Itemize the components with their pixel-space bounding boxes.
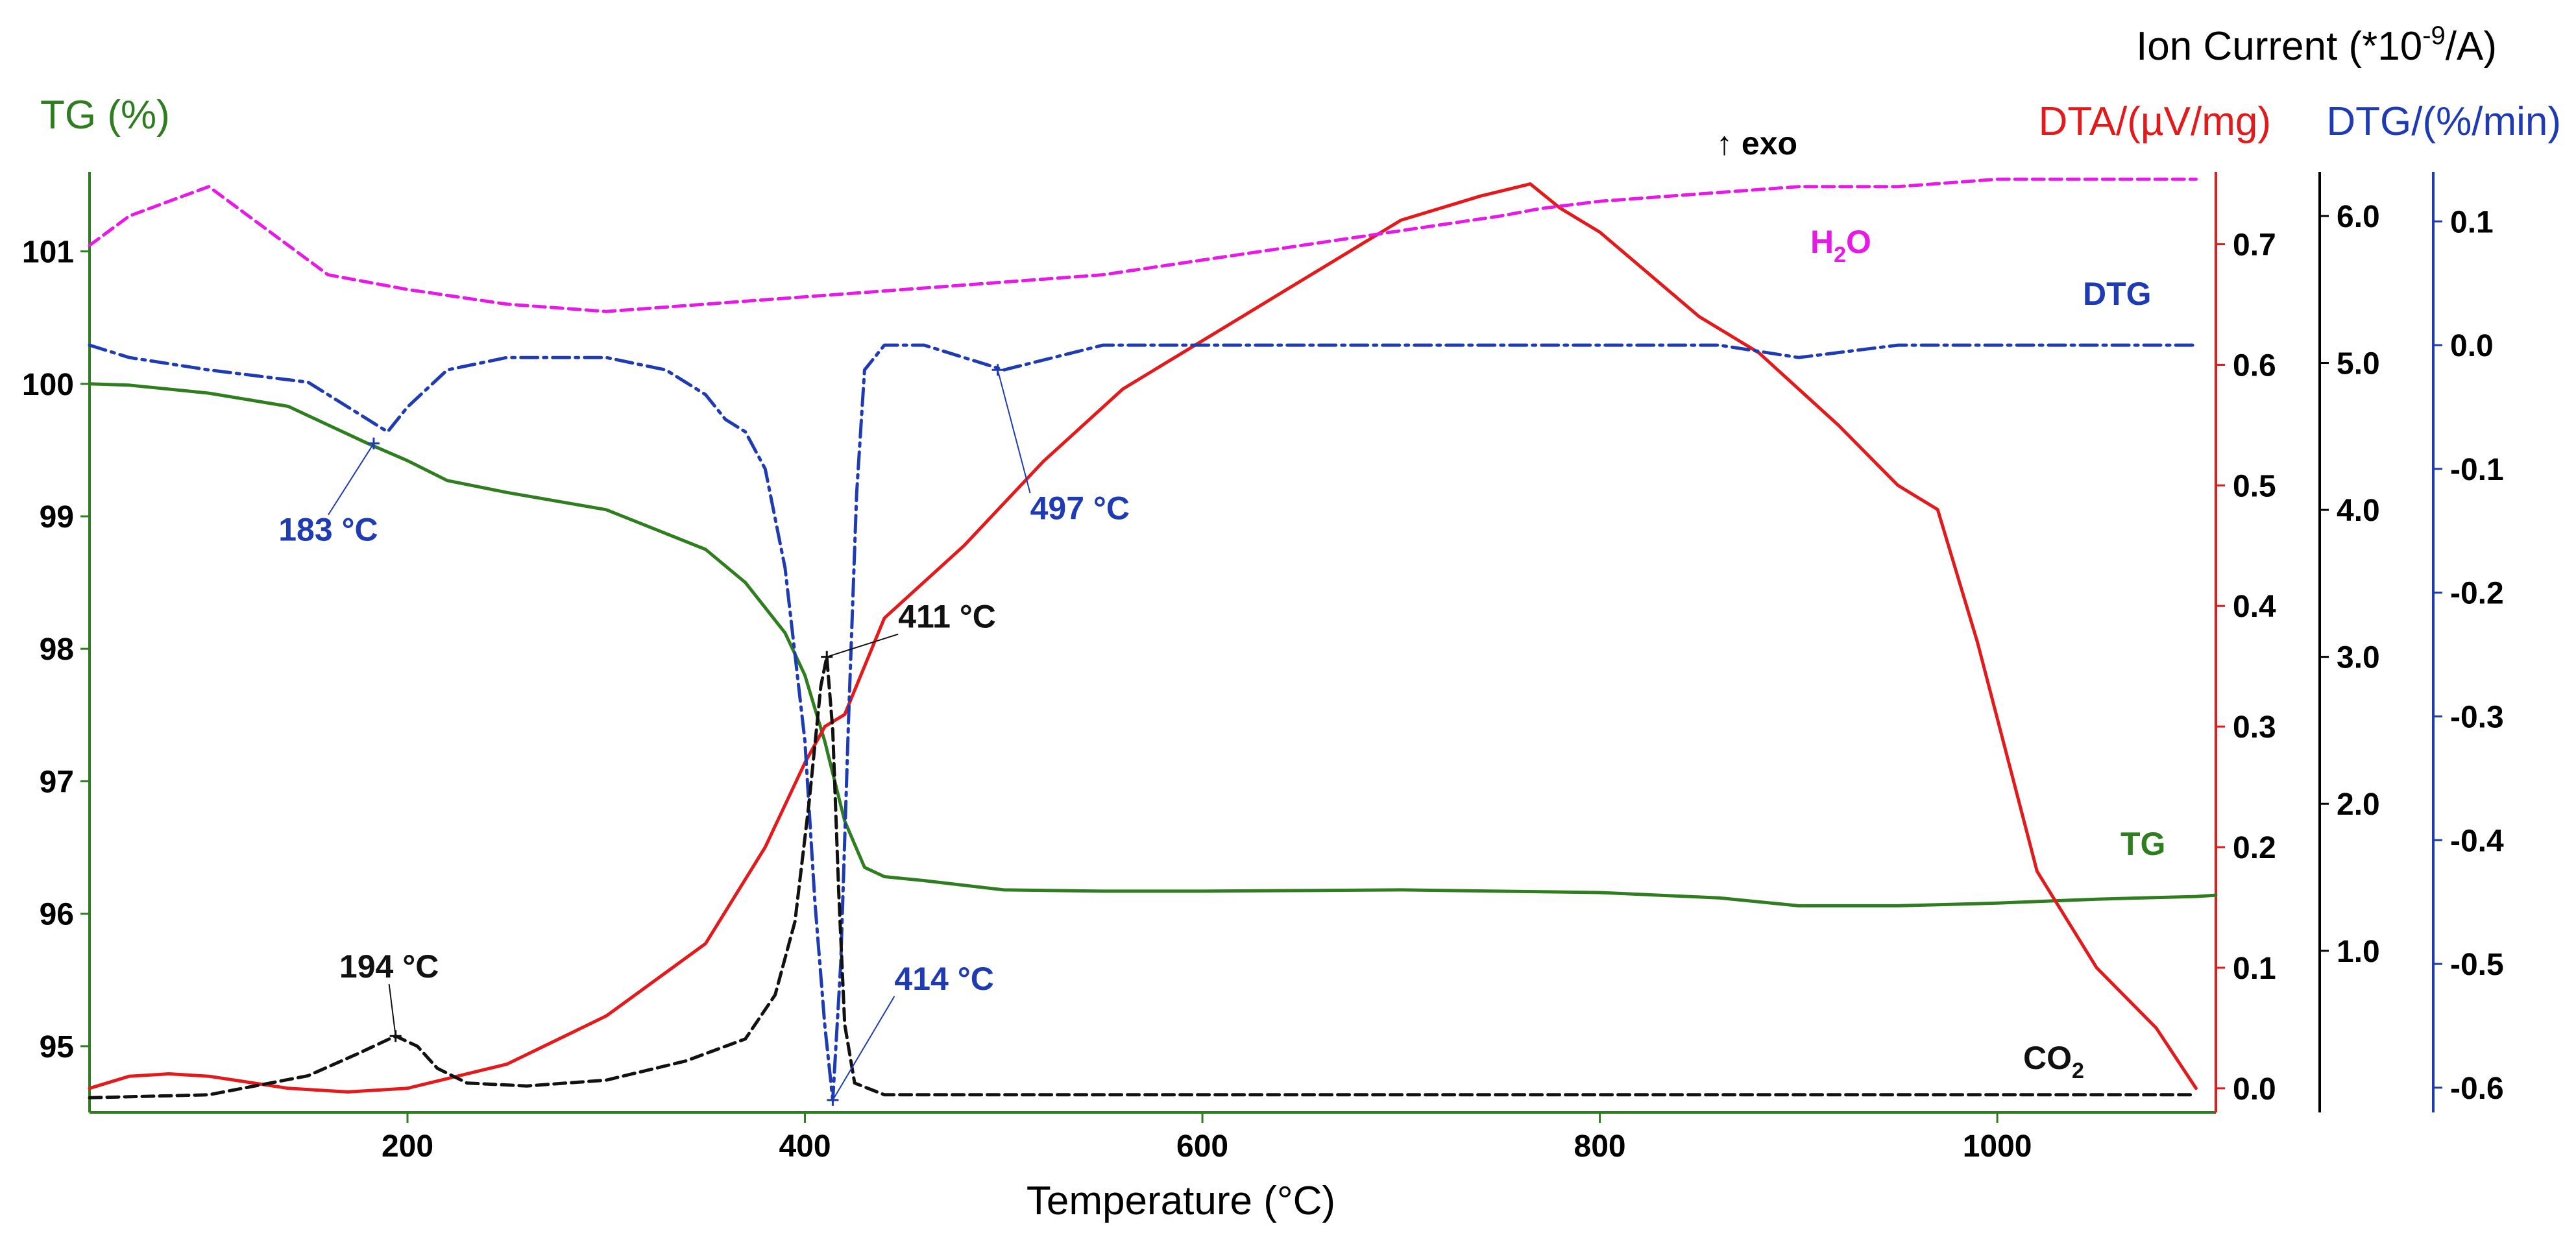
ion-tick-label: 5.0 [2337, 347, 2380, 381]
dtg-tick-label: -0.4 [2450, 824, 2504, 858]
ion-axis-title: Ion Current (*10-9/A) [2136, 21, 2497, 69]
dta-tick-label: 0.0 [2233, 1072, 2276, 1107]
h2o-label-sub: 2 [1834, 243, 1846, 267]
annotation-marker [827, 1094, 839, 1106]
h2o-label-main: H [1810, 224, 1834, 260]
ion-tick-label: 4.0 [2337, 494, 2380, 528]
h2o-series-line [88, 177, 2198, 313]
peak-annotations: 183 °C 497 °C 411 °C 194 °C 414 °C [278, 364, 1130, 1106]
annotation-label: 414 °C [894, 961, 993, 997]
tg-tick-label: 98 [40, 632, 74, 667]
annotation-marker [991, 364, 1004, 376]
co2-series-line [88, 655, 2198, 1099]
annotation-label: 411 °C [898, 599, 996, 635]
dta-axis-title: DTA/(µV/mg) [2039, 99, 2271, 144]
dtg-tick-label: -0.5 [2450, 948, 2504, 982]
tg-axis-title: TG (%) [40, 93, 170, 138]
dta-tick-label: 0.6 [2233, 348, 2276, 383]
dtg-tick-label: -0.1 [2450, 453, 2504, 487]
co2-series-label: CO2 [2023, 1040, 2084, 1083]
annotation-leader-line [328, 443, 374, 516]
axis-ticks: 200 400 600 800 1000 95 96 97 98 99 100 101 0.0 0.1 0.… [22, 200, 2504, 1164]
ion-tick-label: 6.0 [2337, 200, 2380, 234]
annotation-label: 497 °C [1030, 490, 1130, 526]
ion-tick-label: 3.0 [2337, 641, 2380, 675]
tg-tick-label: 96 [40, 898, 74, 932]
annotation-label: 183 °C [278, 512, 378, 548]
dta-tick-label: 0.4 [2233, 590, 2276, 624]
annotation-leader-line [826, 633, 899, 658]
exo-label: ↑ exo [1716, 125, 1797, 162]
dta-tick-label: 0.7 [2233, 228, 2276, 263]
dtg-axis-title: DTG/(%/min) [2326, 99, 2561, 144]
annotation-leader-line [832, 996, 895, 1101]
dta-tick-label: 0.1 [2233, 952, 2276, 986]
annotation-leader-line [997, 370, 1031, 494]
tg-series-label: TG [2120, 826, 2165, 862]
tg-tick-label: 99 [40, 500, 74, 534]
annotation-marker [367, 437, 380, 450]
dtg-tick-label: -0.6 [2450, 1072, 2504, 1106]
dta-tick-label: 0.2 [2233, 831, 2276, 865]
co2-label-sub: 2 [2072, 1059, 2084, 1083]
h2o-series-label: H2O [1810, 224, 1871, 267]
ion-tick-label: 2.0 [2337, 787, 2380, 822]
dta-tick-label: 0.5 [2233, 469, 2276, 503]
x-tick-label: 400 [779, 1129, 831, 1164]
tg-tick-label: 100 [22, 368, 74, 402]
dtg-tick-label: -0.3 [2450, 700, 2504, 734]
x-tick-label: 800 [1574, 1129, 1626, 1164]
dtg-series-line [88, 343, 2198, 1102]
annotation-marker [821, 651, 833, 663]
annotation-marker [389, 1030, 402, 1042]
tg-series-line [88, 382, 2218, 907]
data-series [88, 177, 2218, 1102]
dta-tick-label: 0.3 [2233, 710, 2276, 745]
ion-axis-title-suffix: /A) [2446, 24, 2497, 69]
ion-axis-title-prefix: Ion Current (*10 [2136, 24, 2422, 69]
dtg-tick-label: 0.1 [2450, 205, 2494, 239]
x-axis-title: Temperature (°C) [1027, 1179, 1335, 1223]
annotation-label: 194 °C [339, 948, 439, 985]
x-tick-label: 1000 [1963, 1129, 2032, 1164]
ion-tick-label: 1.0 [2337, 935, 2380, 969]
dtg-series-label: DTG [2083, 276, 2152, 312]
axes [88, 172, 2435, 1114]
ion-axis-title-exp: -9 [2422, 21, 2446, 50]
annotation-leader-line [388, 984, 396, 1037]
dtg-tick-label: 0.0 [2450, 329, 2494, 363]
dta-series-line [88, 182, 2198, 1094]
dtg-tick-label: -0.2 [2450, 577, 2504, 611]
x-tick-label: 200 [382, 1129, 433, 1164]
tg-tick-label: 95 [40, 1030, 74, 1064]
x-tick-label: 600 [1176, 1129, 1228, 1164]
tg-tick-label: 97 [40, 765, 74, 799]
h2o-label-after: O [1846, 224, 1871, 260]
tg-tick-label: 101 [22, 235, 74, 270]
co2-label-main: CO [2023, 1040, 2072, 1076]
